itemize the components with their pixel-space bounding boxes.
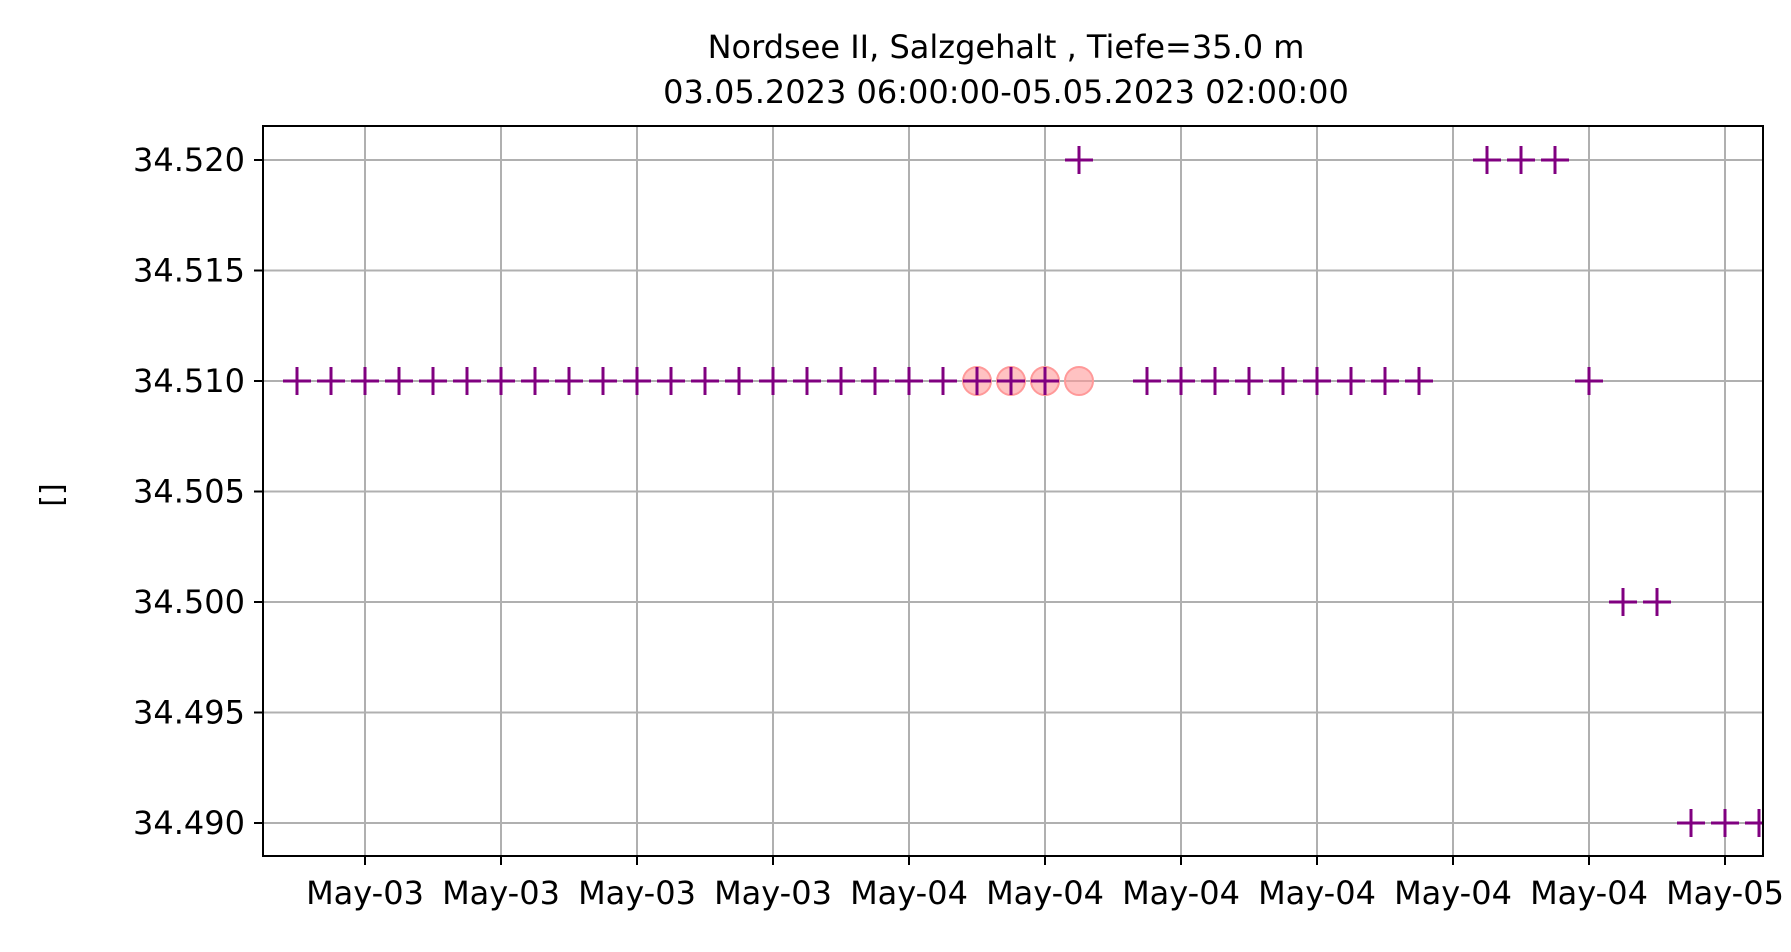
- data-point: [283, 367, 311, 395]
- data-point: [1065, 146, 1093, 174]
- y-axis-label: []: [35, 483, 70, 506]
- data-point: [1643, 588, 1671, 616]
- x-tick-label: May-04: [1122, 874, 1240, 912]
- data-point: [725, 367, 753, 395]
- y-tick-label: 34.510: [133, 362, 245, 400]
- data-point: [963, 367, 991, 395]
- data-point: [1745, 809, 1763, 837]
- data-point: [1031, 367, 1059, 395]
- data-point: [1677, 809, 1705, 837]
- x-tick-label: May-04: [1530, 874, 1648, 912]
- data-point: [317, 367, 345, 395]
- data-point: [1133, 367, 1161, 395]
- data-point: [1201, 367, 1229, 395]
- data-point: [997, 367, 1025, 395]
- data-point: [1405, 367, 1433, 395]
- x-tick-label: May-03: [714, 874, 832, 912]
- data-point: [487, 367, 515, 395]
- x-tick-label: May-04: [1258, 874, 1376, 912]
- data-point: [861, 367, 889, 395]
- data-point: [1575, 367, 1603, 395]
- data-point: [827, 367, 855, 395]
- data-point: [1235, 367, 1263, 395]
- data-point: [419, 367, 447, 395]
- data-point: [1269, 367, 1297, 395]
- data-point: [929, 367, 957, 395]
- y-tick-label: 34.520: [133, 141, 245, 179]
- y-tick-label: 34.495: [133, 694, 245, 732]
- x-tick-label: May-03: [578, 874, 696, 912]
- chart-title: Nordsee II, Salzgehalt , Tiefe=35.0 m: [708, 28, 1305, 66]
- data-point: [351, 367, 379, 395]
- data-point: [895, 367, 923, 395]
- data-point: [657, 367, 685, 395]
- x-tick-label: May-04: [850, 874, 968, 912]
- data-point: [385, 367, 413, 395]
- data-point: [691, 367, 719, 395]
- data-point: [521, 367, 549, 395]
- data-points: [283, 146, 1791, 837]
- data-point: [1541, 146, 1569, 174]
- data-point: [1473, 146, 1501, 174]
- y-tick-label: 34.490: [133, 804, 245, 842]
- x-tick-label: May-04: [1394, 874, 1512, 912]
- data-point: [623, 367, 651, 395]
- y-tick-label: 34.505: [133, 473, 245, 511]
- y-tick-label: 34.515: [133, 252, 245, 290]
- data-point: [1711, 809, 1739, 837]
- data-point: [793, 367, 821, 395]
- data-point: [453, 367, 481, 395]
- data-point: [1371, 367, 1399, 395]
- x-axis-ticks: May-03 May-03 May-03 May-03 May-04 May-04 May-…: [306, 856, 1784, 912]
- data-point: [1779, 588, 1791, 616]
- data-point: [1507, 146, 1535, 174]
- grid: [263, 126, 1763, 856]
- y-tick-label: 34.500: [133, 583, 245, 621]
- data-point: [759, 367, 787, 395]
- flagged-point: [1064, 366, 1094, 396]
- chart-subtitle: 03.05.2023 06:00:00-05.05.2023 02:00:00: [663, 73, 1349, 111]
- data-point: [1337, 367, 1365, 395]
- x-tick-label: May-03: [306, 874, 424, 912]
- data-point: [589, 367, 617, 395]
- x-tick-label: May-03: [442, 874, 560, 912]
- data-point: [1609, 588, 1637, 616]
- x-tick-label: May-04: [986, 874, 1104, 912]
- data-point: [555, 367, 583, 395]
- y-axis-ticks: 34.490 34.495 34.500 34.505 34.510 34.515 34.5…: [133, 141, 263, 842]
- data-point: [1167, 367, 1195, 395]
- x-tick-label: May-05: [1666, 874, 1784, 912]
- data-point: [1303, 367, 1331, 395]
